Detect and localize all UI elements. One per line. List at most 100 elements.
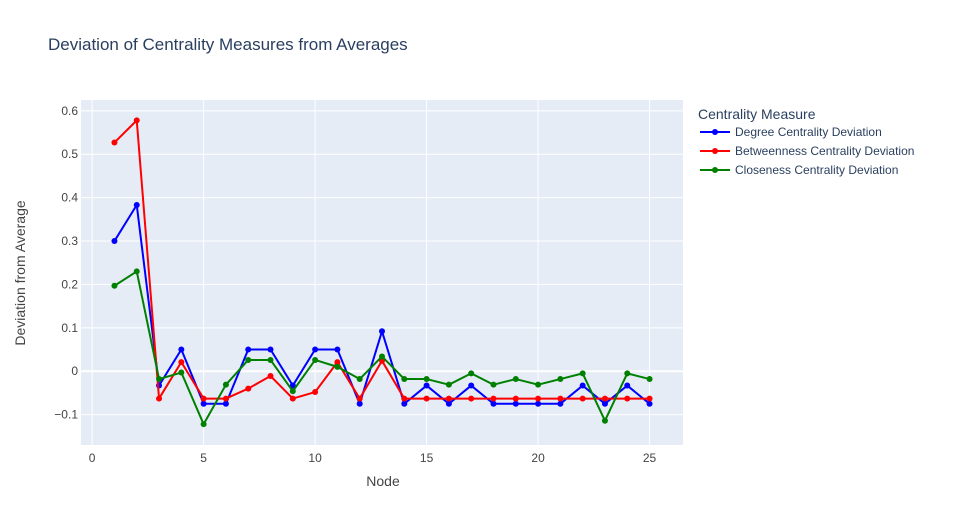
- x-tick-label: 15: [420, 451, 434, 465]
- legend-item[interactable]: Degree Centrality Deviation: [700, 125, 882, 139]
- data-point: [289, 388, 296, 395]
- data-point: [401, 400, 408, 407]
- y-tick-label: 0: [71, 364, 78, 378]
- data-point: [312, 346, 319, 353]
- data-point: [624, 370, 631, 377]
- data-point: [579, 395, 586, 402]
- data-point: [245, 346, 252, 353]
- data-point: [267, 346, 274, 353]
- data-point: [401, 376, 408, 383]
- data-point: [579, 382, 586, 389]
- y-tick-label: 0.6: [61, 104, 78, 118]
- y-tick-label: 0.5: [61, 147, 78, 161]
- data-point: [646, 400, 653, 407]
- data-point: [445, 395, 452, 402]
- data-point: [200, 395, 207, 402]
- data-point: [200, 400, 207, 407]
- data-point: [222, 381, 229, 388]
- data-point: [111, 238, 118, 245]
- data-point: [624, 395, 631, 402]
- legend-label: Degree Centrality Deviation: [735, 125, 882, 139]
- data-point: [445, 400, 452, 407]
- data-point: [512, 376, 519, 383]
- data-point: [535, 395, 542, 402]
- legend-label: Closeness Centrality Deviation: [735, 163, 898, 177]
- data-point: [156, 376, 163, 383]
- legend-swatch-marker: [712, 129, 718, 135]
- data-point: [601, 400, 608, 407]
- y-tick-label: 0.3: [61, 234, 78, 248]
- data-point: [468, 382, 475, 389]
- x-tick-label: 10: [308, 451, 322, 465]
- x-tick-label: 5: [200, 451, 207, 465]
- legend-swatch-marker: [712, 148, 718, 154]
- y-axis: −0.1 0 0.1 0.2 0.3 0.4 0.5 0.6: [54, 104, 78, 422]
- data-point: [267, 356, 274, 363]
- series-1: [111, 117, 653, 402]
- data-point: [312, 356, 319, 363]
- data-point: [245, 385, 252, 392]
- data-point: [646, 376, 653, 383]
- data-point: [334, 363, 341, 370]
- data-point: [267, 373, 274, 379]
- series-0: [111, 202, 653, 407]
- data-point: [289, 382, 296, 389]
- x-axis: 0 5 10 15 20 25: [89, 451, 657, 465]
- data-point: [156, 395, 163, 402]
- data-point: [178, 369, 185, 376]
- data-point: [512, 395, 519, 402]
- data-point: [289, 395, 296, 402]
- data-point: [579, 370, 586, 377]
- data-point: [423, 376, 430, 383]
- legend-label: Betweenness Centrality Deviation: [735, 144, 914, 158]
- data-point: [601, 395, 608, 402]
- legend: Centrality Measure Degree Centrality Dev…: [698, 106, 914, 177]
- chart-title: Deviation of Centrality Measures from Av…: [48, 35, 408, 54]
- y-tick-label: 0.2: [61, 277, 78, 291]
- data-point: [312, 389, 319, 396]
- series-layer: [111, 117, 653, 428]
- data-point: [601, 417, 608, 424]
- data-point: [379, 328, 385, 335]
- data-point: [490, 395, 497, 402]
- data-point: [468, 370, 475, 377]
- data-point: [178, 359, 185, 366]
- data-point: [423, 382, 430, 389]
- x-axis-label: Node: [366, 473, 400, 489]
- y-tick-label: 0.4: [61, 191, 78, 205]
- x-tick-label: 20: [531, 451, 545, 465]
- data-point: [557, 395, 564, 402]
- data-point: [535, 381, 542, 388]
- x-tick-label: 25: [643, 451, 657, 465]
- data-point: [133, 202, 140, 209]
- data-point: [356, 400, 363, 407]
- data-point: [111, 139, 118, 146]
- data-point: [133, 117, 140, 124]
- data-point: [646, 395, 653, 402]
- data-point: [379, 353, 385, 360]
- data-point: [557, 400, 564, 407]
- data-point: [222, 400, 229, 407]
- data-point: [445, 381, 452, 388]
- data-point: [356, 376, 363, 383]
- y-tick-label: −0.1: [54, 408, 78, 422]
- x-tick-label: 0: [89, 451, 96, 465]
- legend-item[interactable]: Closeness Centrality Deviation: [700, 163, 898, 177]
- data-point: [624, 382, 631, 389]
- data-point: [222, 395, 229, 402]
- y-axis-label: Deviation from Average: [12, 200, 28, 345]
- legend-swatch-marker: [712, 167, 718, 173]
- y-tick-label: 0.1: [61, 321, 78, 335]
- data-point: [423, 395, 430, 402]
- data-point: [401, 395, 408, 402]
- data-point: [490, 400, 497, 407]
- legend-item[interactable]: Betweenness Centrality Deviation: [700, 144, 914, 158]
- data-point: [178, 346, 185, 353]
- data-point: [111, 282, 118, 289]
- data-point: [200, 421, 207, 428]
- data-point: [133, 268, 140, 275]
- data-point: [512, 400, 519, 407]
- data-point: [468, 395, 475, 402]
- data-point: [334, 359, 341, 366]
